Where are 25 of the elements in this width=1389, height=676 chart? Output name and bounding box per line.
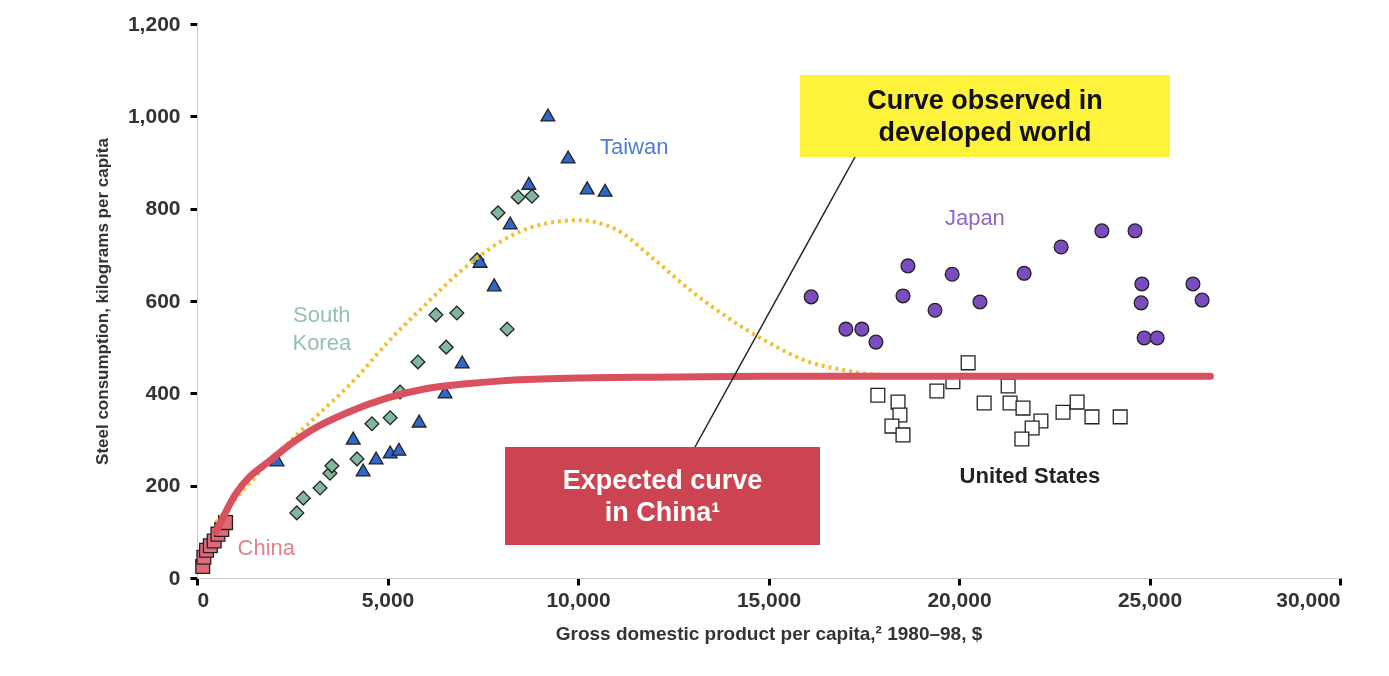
y-tick-label: 1,200 [127, 11, 181, 35]
y-tick-label: 200 [145, 473, 181, 497]
x-tick-label: 10,000 [546, 587, 611, 611]
series-label: China [237, 534, 296, 560]
y-tick-label: 0 [168, 565, 181, 589]
annotation: Expected curve in China¹ [562, 464, 763, 528]
y-tick-label: 1,000 [127, 103, 181, 127]
series-label: Japan [944, 204, 1005, 230]
x-tick-label: 0 [197, 587, 210, 611]
annotation: Curve observed in developed world [867, 84, 1103, 148]
y-tick-label: 600 [145, 288, 181, 312]
note-box: Expected curve in China¹ [505, 447, 820, 545]
x-axis-title: Gross domestic product per capita,² 1980–98, $ [555, 622, 983, 644]
text: South Korea [292, 301, 352, 355]
series-label: United States [959, 463, 1101, 489]
x-tick-label: 5,000 [361, 587, 415, 611]
x-tick-label: 20,000 [927, 587, 992, 611]
x-tick-label: 15,000 [736, 587, 802, 611]
x-tick-label: 30,000 [1276, 587, 1341, 611]
series-label: Taiwan [599, 133, 669, 159]
x-tick-label: 25,000 [1117, 587, 1183, 611]
note-box: Curve observed in developed world [800, 75, 1170, 157]
y-tick-label: 400 [145, 380, 181, 404]
y-axis-title: Steel consumption, kilograms per capita [92, 137, 112, 465]
y-tick-label: 800 [145, 196, 181, 220]
